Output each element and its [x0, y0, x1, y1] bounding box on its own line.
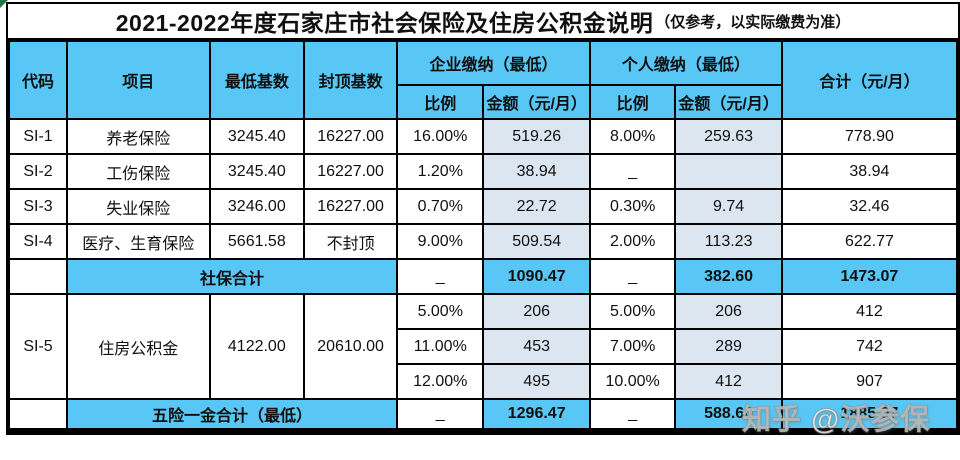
header-per-ratio: 比例 [588, 84, 677, 120]
cell-ent-amount: 519.26 [482, 118, 591, 155]
cell-ent-ratio: _ [396, 398, 485, 430]
table-row-si5-tier3: 12.00% 495 10.00% 412 907 [9, 363, 959, 400]
table-row-si4: SI-4 医疗、生育保险 5661.58 不封顶 9.00% 509.54 2.… [8, 223, 959, 260]
grand-total-label: 五险一金合计（最低） [65, 398, 399, 430]
cell-ent-ratio: 5.00% [396, 293, 485, 330]
cell-min-base: 3246.00 [208, 188, 306, 225]
title-note: （仅参考，以实际缴费为准） [655, 13, 851, 31]
cell-ent-ratio: _ [396, 258, 485, 295]
cell-item: 医疗、生育保险 [66, 223, 211, 260]
cell-per-amount: 382.60 [674, 258, 783, 295]
header-enterprise: 企业缴纳（最低） [396, 40, 591, 86]
cell-cap-base: 20610.00 [303, 293, 399, 400]
table-row-si5-tier1: SI-5 住房公积金 4122.00 20610.00 5.00% 206 5.… [8, 293, 959, 400]
cell-min-base: 3245.40 [208, 118, 306, 155]
table-title: 2021-2022年度石家庄市社会保险及住房公积金说明 （仅参考，以实际缴费为准） [8, 4, 958, 40]
cell-ent-amount: 22.72 [482, 188, 591, 225]
cell-total: 778.90 [780, 118, 959, 155]
cell-per-amount: 206 [674, 293, 783, 330]
cell-per-ratio: 2.00% [588, 223, 677, 260]
header-row-sub: 比例 金额（元/月） 比例 金额（元/月） [9, 84, 957, 120]
cell-per-ratio: _ [588, 398, 677, 430]
cell-per-amount: 289 [674, 328, 783, 365]
cell-min-base: 5661.58 [208, 223, 306, 260]
cell-ent-ratio: 11.00% [396, 328, 485, 365]
header-total: 合计（元/月） [780, 40, 959, 120]
header-min-base: 最低基数 [208, 40, 306, 120]
header-cap-base: 封顶基数 [303, 40, 399, 120]
cell-ent-ratio: 0.70% [396, 188, 485, 225]
cell-ent-amount: 453 [482, 328, 591, 365]
cell-item: 住房公积金 [66, 293, 211, 400]
cell-per-amount: 113.23 [674, 223, 783, 260]
cell-item: 失业保险 [66, 188, 211, 225]
cell-cap-base: 16227.00 [303, 188, 399, 225]
cell-ent-ratio: 16.00% [396, 118, 485, 155]
cell-per-amount: 412 [674, 363, 783, 400]
cell-item: 养老保险 [66, 118, 211, 155]
cell-per-amount: 9.74 [674, 188, 783, 225]
table-row-si1: SI-1 养老保险 3245.40 16227.00 16.00% 519.26… [8, 118, 959, 155]
cell-cap-base: 不封顶 [303, 223, 399, 260]
cell-ent-amount: 1090.47 [482, 258, 591, 295]
social-total-label: 社保合计 [65, 258, 399, 295]
header-row-top: 代码 项目 最低基数 封顶基数 企业缴纳（最低） 个人缴纳（最低） 合计（元/月… [8, 40, 959, 120]
cell-per-ratio: 7.00% [588, 328, 677, 365]
header-item: 项目 [66, 40, 211, 120]
cell-total: 32.46 [780, 188, 959, 225]
table-row-grand-total: 五险一金合计（最低） _ 1296.47 _ 588.60 1885.07 [8, 398, 959, 430]
header-ent-ratio: 比例 [396, 84, 485, 120]
header-personal: 个人缴纳（最低） [588, 40, 783, 86]
cell-per-ratio: 5.00% [588, 293, 677, 330]
cell-item: 工伤保险 [66, 153, 211, 190]
cell-ent-ratio: 9.00% [396, 223, 485, 260]
excel-corner-marker-icon [0, 0, 8, 8]
header-per-amount: 金额（元/月） [674, 84, 783, 120]
header-ent-amount: 金额（元/月） [482, 84, 591, 120]
cell-total: 1885.07 [780, 398, 959, 430]
cell-code: SI-2 [8, 153, 68, 190]
table-row-social-total: 社保合计 _ 1090.47 _ 382.60 1473.07 [8, 258, 959, 295]
cell-cap-base: 16227.00 [303, 153, 399, 190]
insurance-table: 2021-2022年度石家庄市社会保险及住房公积金说明 （仅参考，以实际缴费为准）… [6, 2, 960, 435]
cell-per-ratio: 8.00% [588, 118, 677, 155]
cell-ent-amount: 509.54 [482, 223, 591, 260]
cell-min-base: 3245.40 [208, 153, 306, 190]
cell-code: SI-1 [8, 118, 68, 155]
table-row-si2: SI-2 工伤保险 3245.40 16227.00 1.20% 38.94 _… [8, 153, 959, 190]
cell-ent-amount: 206 [482, 293, 591, 330]
cell-total: 742 [780, 328, 959, 365]
cell-ent-ratio: 12.00% [396, 363, 485, 400]
watermark: 知乎 @沃参保 [741, 403, 931, 436]
cell-per-amount: 588.60 [674, 398, 783, 430]
cell-per-amount: 259.63 [674, 118, 783, 155]
cell-code: SI-3 [8, 188, 68, 225]
cell-code-empty [8, 258, 68, 295]
insurance-grid: 代码 项目 最低基数 封顶基数 企业缴纳（最低） 个人缴纳（最低） 合计（元/月… [8, 40, 959, 430]
cell-cap-base: 16227.00 [303, 118, 399, 155]
cell-total: 38.94 [780, 153, 959, 190]
cell-ent-amount: 495 [482, 363, 591, 400]
cell-total: 412 [780, 293, 959, 330]
table-row-si5-tier2: 11.00% 453 7.00% 289 742 [9, 328, 959, 365]
cell-min-base: 4122.00 [208, 293, 306, 400]
title-text: 2021-2022年度石家庄市社会保险及住房公积金说明 [115, 10, 654, 36]
cell-per-ratio: 0.30% [588, 188, 677, 225]
cell-total: 1473.07 [780, 258, 959, 295]
cell-per-ratio: 10.00% [588, 363, 677, 400]
cell-ent-amount: 38.94 [482, 153, 591, 190]
cell-code: SI-5 [8, 293, 68, 400]
cell-per-amount [674, 153, 783, 190]
cell-total: 622.77 [780, 223, 959, 260]
cell-code-empty [8, 398, 68, 430]
cell-code: SI-4 [8, 223, 68, 260]
cell-ent-ratio: 1.20% [396, 153, 485, 190]
cell-total: 907 [780, 363, 959, 400]
table-row-si3: SI-3 失业保险 3246.00 16227.00 0.70% 22.72 0… [8, 188, 959, 225]
cell-per-ratio: _ [588, 153, 677, 190]
cell-ent-amount: 1296.47 [482, 398, 591, 430]
cell-per-ratio: _ [588, 258, 677, 295]
header-code: 代码 [8, 40, 68, 120]
